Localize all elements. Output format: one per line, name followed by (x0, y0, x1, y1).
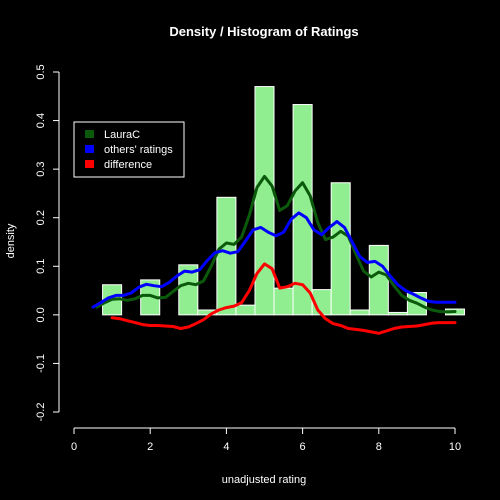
histogram-bar (330, 182, 351, 316)
y-tick-label: 0.3 (35, 161, 47, 176)
legend-label: others' ratings (104, 144, 173, 156)
histogram-bars (102, 86, 466, 316)
x-tick-label: 2 (147, 441, 153, 453)
y-tick-label: 0.4 (35, 113, 47, 128)
legend-box (73, 121, 185, 178)
histogram-bar (273, 287, 294, 316)
histogram-bar (292, 104, 313, 316)
y-tick-label: -0.2 (35, 403, 47, 422)
y-tick-label: -0.1 (35, 354, 47, 373)
x-tick-label: 10 (449, 441, 461, 453)
legend-swatch (85, 160, 94, 168)
series-line-0 (95, 174, 457, 314)
x-tick-label: 0 (71, 441, 77, 453)
y-tick-label: 0.2 (35, 210, 47, 225)
y-tick-label: 0.1 (35, 259, 47, 274)
x-axis-label: unadjusted rating (222, 474, 306, 486)
series-line-1 (91, 211, 457, 309)
histogram-bar (178, 264, 199, 316)
legend-label: LauraC (104, 129, 140, 141)
series-line-2 (110, 262, 457, 335)
histogram-bar (368, 244, 389, 316)
histogram-bar (387, 311, 408, 316)
y-tick-label: 0.5 (35, 64, 47, 79)
chart-title: Density / Histogram of Ratings (169, 24, 358, 39)
legend-swatch (85, 130, 94, 138)
y-axis: -0.2 -0.1 0.0 0.1 0.2 0.3 0.4 0.5 (35, 64, 60, 422)
legend-label: difference (104, 159, 152, 171)
histogram-bar (235, 304, 256, 316)
legend-swatch (85, 145, 94, 153)
histogram-bar (254, 86, 275, 316)
x-tick-label: 6 (300, 441, 306, 453)
histogram-bar (216, 196, 237, 316)
x-axis: 0 2 4 6 8 10 (71, 427, 461, 453)
y-axis-label: density (5, 223, 17, 258)
y-tick-label: 0.0 (35, 307, 47, 322)
x-tick-label: 8 (376, 441, 382, 453)
x-tick-label: 4 (223, 441, 229, 453)
density-lines (91, 174, 457, 335)
legend: LauraC others' ratings difference (73, 121, 185, 178)
histogram-bar (349, 309, 370, 316)
